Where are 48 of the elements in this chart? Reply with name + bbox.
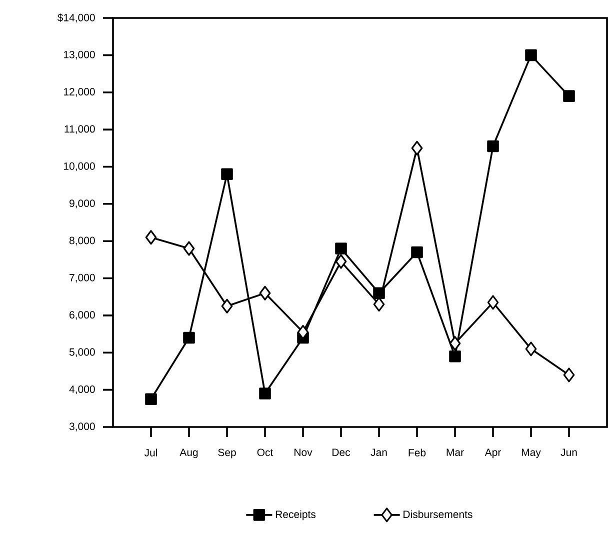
legend-label: Receipts <box>276 510 316 520</box>
x-tick-label: Apr <box>484 448 502 458</box>
point <box>145 230 157 245</box>
point <box>449 336 461 351</box>
point <box>335 254 347 269</box>
y-tick-label: 6,000 <box>70 311 95 320</box>
x-tick-label: Oct <box>257 448 274 456</box>
point <box>411 140 423 156</box>
point <box>525 342 537 356</box>
point <box>411 246 423 258</box>
x-tick-label: May <box>522 448 541 458</box>
y-tick-label: 8,000 <box>69 236 95 246</box>
point <box>297 324 309 340</box>
y-tick-label: 7,000 <box>70 274 95 283</box>
y-tick-label: 3,000 <box>69 422 95 432</box>
y-tick-label: 10,000 <box>64 162 95 172</box>
point <box>487 140 499 152</box>
x-tick-label: Jun <box>560 448 577 456</box>
y-tick-label: 4,000 <box>69 385 95 394</box>
y-tick-label: 9,000 <box>70 200 95 208</box>
x-tick-label: Jul <box>144 448 158 456</box>
point <box>221 168 233 180</box>
x-tick-label: Feb <box>408 448 426 456</box>
y-tick-label: 11,000 <box>64 125 95 134</box>
point <box>563 368 575 382</box>
x-tick-label: Nov <box>294 448 312 456</box>
point <box>145 393 157 406</box>
point <box>183 332 195 344</box>
y-tick-label: $14,000 <box>57 13 95 23</box>
point <box>259 286 271 300</box>
point <box>259 388 271 400</box>
y-tick-label: 5,000 <box>69 348 95 357</box>
point <box>487 295 499 310</box>
y-tick-label: 13,000 <box>64 50 95 60</box>
x-tick-label: Dec <box>332 448 350 456</box>
legend-label: Disbursements <box>404 510 472 518</box>
x-tick-label: Sep <box>218 448 236 458</box>
point <box>373 287 385 300</box>
point <box>525 49 537 62</box>
point <box>221 298 233 314</box>
point <box>183 241 195 256</box>
x-tick-label: Aug <box>180 448 198 458</box>
point <box>449 350 461 362</box>
point <box>563 90 575 102</box>
x-tick-label: Jan <box>370 448 387 456</box>
point <box>335 242 347 254</box>
y-tick-label: 12,000 <box>64 88 95 97</box>
x-tick-label: Mar <box>446 448 464 456</box>
